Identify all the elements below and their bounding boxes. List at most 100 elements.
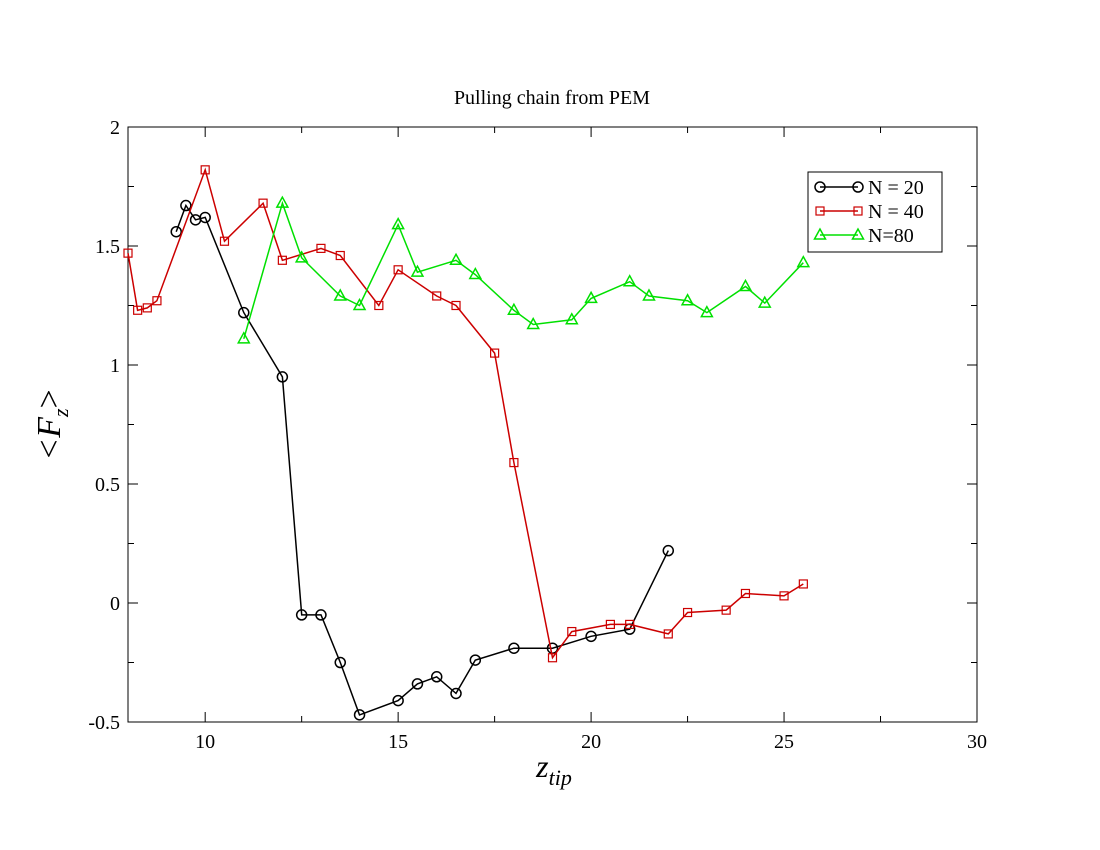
series-2-line (127, 167, 804, 660)
legend: N = 20N = 40N=80 (807, 171, 943, 253)
legend-marker (813, 227, 827, 240)
series-3-point (700, 305, 714, 318)
y-tick-label: 0 (110, 593, 120, 615)
series-1-point (662, 544, 675, 557)
series-3-point (526, 316, 540, 330)
y-tick-label: -0.5 (88, 712, 120, 734)
series-2-point (277, 255, 287, 265)
series-3-point (410, 264, 425, 277)
y-axis-label-subscript: z (48, 408, 73, 418)
series-1-point (411, 678, 424, 690)
series-3-point (738, 278, 753, 292)
series-2-point (682, 607, 693, 618)
series-2-point (123, 248, 133, 258)
series-2-point (335, 250, 345, 261)
series-3-point (622, 274, 637, 287)
series-2-point (152, 296, 162, 306)
series-3-point (468, 267, 483, 280)
series-2-point (142, 303, 152, 313)
series-2-point (740, 588, 751, 599)
y-axis-label-main: <F (31, 416, 68, 461)
series-2-point (432, 291, 442, 301)
x-tick-label: 25 (774, 731, 794, 753)
series-2-point (547, 653, 558, 663)
legend-marker (852, 181, 864, 193)
series-1-point (276, 371, 289, 383)
series-2-point (133, 305, 143, 315)
series-3-point (642, 288, 656, 301)
series-3-point (352, 297, 367, 311)
series-1-point (469, 654, 482, 666)
series-3-point (294, 250, 309, 263)
series-2-point (393, 265, 403, 275)
series-3-point (391, 217, 405, 230)
series-1-point (585, 630, 597, 643)
y-tick-label: 0.5 (95, 474, 120, 496)
series-layer (123, 165, 811, 721)
series-3-point (565, 312, 579, 325)
chart-title: Pulling chain from PEM (454, 87, 650, 109)
series-3-point (507, 302, 521, 316)
series-3-point (333, 288, 348, 301)
legend-marker (815, 206, 825, 216)
y-tick-label: 1 (110, 355, 120, 377)
series-1-point (238, 306, 250, 319)
series-3-line (243, 200, 804, 340)
series-3-point (796, 255, 811, 268)
legend-marker (814, 181, 826, 193)
x-tick-label: 30 (967, 731, 987, 753)
legend-label: N=80 (868, 225, 914, 247)
series-3-point (584, 290, 598, 304)
series-1-point (199, 211, 211, 224)
x-tick-label: 20 (581, 731, 601, 753)
x-tick-label: 10 (195, 731, 215, 753)
series-1-point (295, 609, 308, 621)
series-1-point (450, 687, 462, 700)
series-1-line (175, 203, 669, 716)
series-1-point (353, 709, 366, 721)
y-tick-label: 1.5 (95, 236, 120, 258)
series-3-point (757, 295, 772, 308)
series-3 (237, 195, 811, 344)
series-1-point (430, 671, 443, 683)
series-2-point (779, 591, 789, 601)
x-axis-label-subscript: tip (549, 765, 572, 790)
legend-box (807, 171, 943, 253)
series-2-point (798, 579, 808, 589)
series-1-point (392, 694, 404, 707)
x-axis-label-main: z (535, 748, 549, 784)
series-2-point (451, 300, 461, 311)
legend-label: N = 20 (868, 177, 924, 199)
series-3-point (275, 195, 290, 208)
x-tick-label: 15 (388, 731, 408, 753)
series-2-point (721, 605, 731, 615)
axes: 10 15 20 25 30 -0.5 0 0.5 1 1.5 2 (88, 117, 987, 753)
series-1-point (508, 642, 520, 654)
series-3-point (680, 293, 695, 306)
legend-label: N = 40 (868, 201, 924, 223)
series-3-point (237, 331, 251, 344)
series-2-point (509, 457, 519, 468)
series-2-point (490, 348, 500, 358)
series-1-point (334, 656, 346, 669)
series-1 (170, 199, 675, 721)
y-tick-label: 2 (110, 117, 120, 139)
series-2-point (605, 619, 615, 630)
legend-marker (853, 206, 863, 216)
series-2 (123, 165, 808, 663)
legend-marker (851, 227, 865, 240)
series-1-point (315, 609, 327, 621)
series-3-point (449, 252, 463, 266)
series-1-point (170, 225, 182, 238)
series-2-point (663, 629, 673, 639)
series-2-point (200, 165, 210, 175)
series-2-point (219, 236, 230, 246)
series-2-point (567, 626, 577, 637)
series-2-point (625, 619, 635, 630)
y-axis-label: <Fz> (31, 389, 73, 460)
y-axis-label-close: > (31, 389, 68, 408)
series-2-point (316, 243, 326, 253)
series-2-point (258, 198, 268, 208)
